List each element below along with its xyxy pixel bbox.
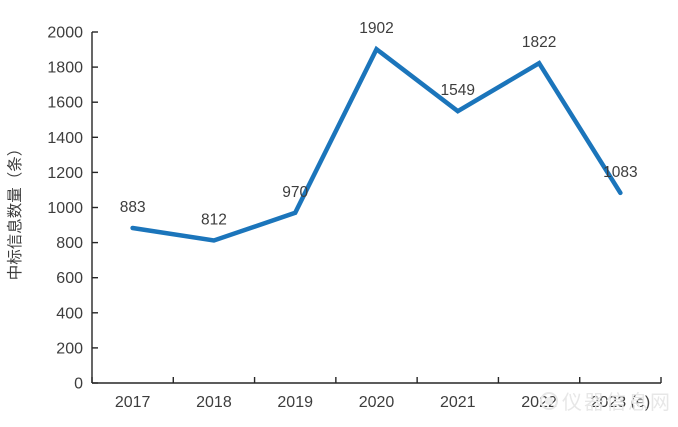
y-tick-label: 200: [56, 340, 83, 357]
y-tick-label: 1600: [47, 95, 83, 112]
y-tick-label: 2000: [47, 25, 83, 42]
x-tick-label: 2017: [115, 394, 151, 411]
data-point-label: 1549: [441, 82, 475, 99]
y-tick-label: 0: [74, 376, 83, 393]
y-axis-title: 中标信息数量（条）: [6, 141, 24, 281]
y-tick-label: 1800: [47, 60, 83, 77]
data-point-label: 1083: [603, 164, 637, 181]
y-tick-label: 1200: [47, 165, 83, 182]
y-tick-label: 1000: [47, 200, 83, 217]
x-tick-label: 2019: [277, 394, 313, 411]
x-tick-label: 2023 (e): [591, 394, 651, 411]
y-tick-label: 800: [56, 235, 83, 252]
data-series-line: [130, 45, 623, 243]
data-point-label: 1902: [359, 20, 393, 37]
data-point-label: 883: [120, 199, 146, 216]
data-point-label: 970: [282, 184, 308, 201]
y-tick-label: 600: [56, 270, 83, 287]
x-tick-label: 2018: [196, 394, 232, 411]
y-tick-label: 400: [56, 305, 83, 322]
x-tick-label: 2021: [440, 394, 476, 411]
data-point-label: 812: [201, 211, 227, 228]
y-tick-label: 1400: [47, 130, 83, 147]
x-tick-label: 2020: [359, 394, 395, 411]
data-point-label: 1822: [522, 34, 556, 51]
x-tick-label: 2022: [521, 394, 557, 411]
